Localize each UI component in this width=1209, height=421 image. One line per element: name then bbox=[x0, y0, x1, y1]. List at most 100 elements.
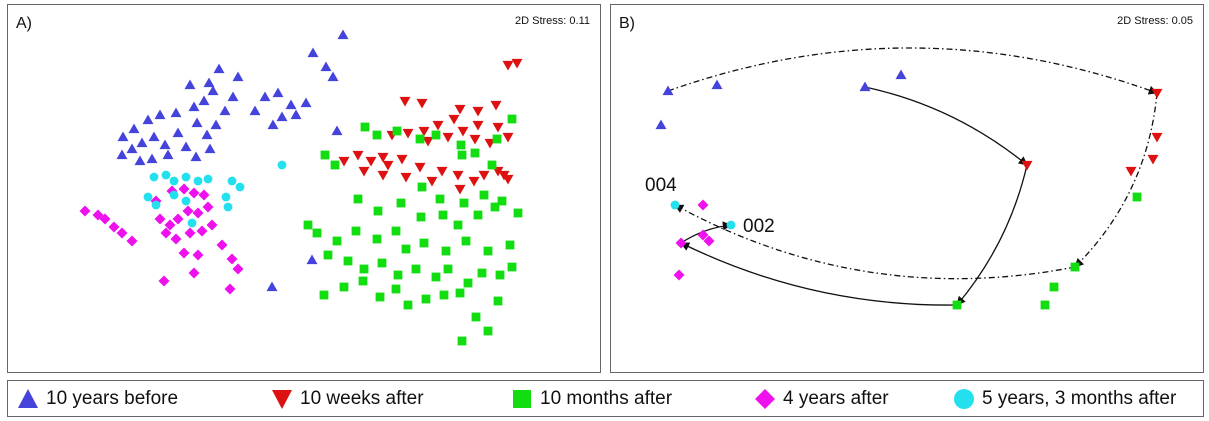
data-point-triangle-up bbox=[327, 71, 339, 82]
data-point-triangle-up bbox=[191, 117, 203, 128]
trajectory-arrow bbox=[864, 86, 1028, 166]
data-point-triangle-up bbox=[249, 105, 261, 116]
data-point-square bbox=[401, 244, 411, 254]
data-point-triangle-down bbox=[472, 106, 484, 117]
data-point-circle bbox=[223, 202, 233, 212]
scatter-plot-b: 004 002 bbox=[645, 47, 1163, 310]
data-point-square bbox=[497, 196, 507, 206]
data-point-triangle-up bbox=[662, 85, 674, 96]
data-point-circle bbox=[143, 192, 153, 202]
point-label: 004 bbox=[645, 175, 677, 196]
data-point-triangle-down bbox=[468, 176, 480, 187]
data-point-diamond bbox=[673, 269, 685, 281]
data-point-triangle-down bbox=[1151, 88, 1163, 99]
data-point-diamond bbox=[172, 213, 184, 225]
nmds-panel-a: A) 2D Stress: 0.11 bbox=[7, 4, 601, 373]
data-point-square bbox=[419, 238, 429, 248]
data-point-square bbox=[483, 326, 493, 336]
data-point-square bbox=[470, 148, 480, 158]
data-point-triangle-up bbox=[148, 131, 160, 142]
data-point-square bbox=[1070, 262, 1080, 272]
data-point-square bbox=[463, 278, 473, 288]
data-point-square bbox=[403, 300, 413, 310]
data-point-triangle-up bbox=[290, 109, 302, 120]
data-point-square bbox=[372, 130, 382, 140]
data-point-square bbox=[359, 264, 369, 274]
data-point-triangle-up bbox=[219, 105, 231, 116]
data-point-circle bbox=[181, 196, 191, 206]
data-point-diamond bbox=[697, 199, 709, 211]
data-point-triangle-up bbox=[306, 254, 318, 265]
data-point-square bbox=[358, 276, 368, 286]
trajectory-arrow bbox=[674, 204, 1076, 280]
data-point-triangle-down bbox=[358, 166, 370, 177]
data-point-diamond bbox=[216, 239, 228, 251]
data-point-square bbox=[513, 208, 523, 218]
data-point-square bbox=[353, 194, 363, 204]
data-point-triangle-up bbox=[117, 131, 129, 142]
data-point-square bbox=[320, 150, 330, 160]
data-point-triangle-down bbox=[377, 152, 389, 163]
data-point-triangle-down bbox=[502, 174, 514, 185]
data-point-triangle-up bbox=[331, 125, 343, 136]
data-point-square bbox=[339, 282, 349, 292]
data-point-triangle-down bbox=[454, 104, 466, 115]
data-point-triangle-down bbox=[352, 150, 364, 161]
data-point-triangle-down bbox=[382, 160, 394, 171]
data-point-square bbox=[431, 130, 441, 140]
data-point-square bbox=[473, 210, 483, 220]
data-point-square bbox=[490, 202, 500, 212]
data-point-triangle-up bbox=[190, 151, 202, 162]
data-point-triangle-down bbox=[478, 170, 490, 181]
data-point-square bbox=[417, 182, 427, 192]
data-point-triangle-up bbox=[136, 137, 148, 148]
data-point-square bbox=[471, 312, 481, 322]
data-point-square bbox=[319, 290, 329, 300]
data-point-square bbox=[351, 226, 361, 236]
data-point-square bbox=[377, 258, 387, 268]
data-point-circle bbox=[227, 176, 237, 186]
data-point-triangle-down bbox=[457, 126, 469, 137]
data-point-diamond bbox=[703, 235, 715, 247]
legend-item-4-years-after: 4 years after bbox=[753, 386, 889, 412]
data-point-diamond bbox=[99, 213, 111, 225]
data-point-diamond bbox=[192, 249, 204, 261]
data-point-triangle-up bbox=[134, 155, 146, 166]
data-point-triangle-down bbox=[454, 184, 466, 195]
data-point-triangle-down bbox=[448, 114, 460, 125]
data-point-diamond bbox=[198, 189, 210, 201]
data-point-circle bbox=[181, 172, 191, 182]
trajectory-arrow bbox=[667, 47, 1158, 95]
data-point-square bbox=[393, 270, 403, 280]
data-point-triangle-up bbox=[142, 114, 154, 125]
data-point-triangle-up bbox=[154, 109, 166, 120]
data-point-square bbox=[483, 246, 493, 256]
data-point-square bbox=[495, 270, 505, 280]
data-point-triangle-up bbox=[266, 281, 278, 292]
data-point-triangle-up bbox=[259, 91, 271, 102]
data-point-triangle-up bbox=[895, 69, 907, 80]
trajectory-arrow bbox=[1074, 92, 1158, 268]
data-point-square bbox=[479, 190, 489, 200]
data-point-square bbox=[457, 336, 467, 346]
data-point-square bbox=[952, 300, 962, 310]
data-point-square bbox=[1049, 282, 1059, 292]
data-point-triangle-up bbox=[116, 149, 128, 160]
data-point-square bbox=[375, 292, 385, 302]
data-point-triangle-down bbox=[469, 134, 481, 145]
data-point-triangle-down bbox=[452, 170, 464, 181]
data-point-diamond bbox=[184, 227, 196, 239]
red-triangle-down-icon bbox=[272, 390, 292, 409]
data-point-square bbox=[477, 268, 487, 278]
data-point-square bbox=[391, 284, 401, 294]
magenta-diamond-icon bbox=[755, 389, 775, 409]
data-point-triangle-up bbox=[213, 63, 225, 74]
data-point-triangle-down bbox=[399, 96, 411, 107]
data-point-triangle-up bbox=[188, 101, 200, 112]
data-point-diamond bbox=[182, 205, 194, 217]
data-point-triangle-down bbox=[1125, 166, 1137, 177]
data-point-diamond bbox=[108, 221, 120, 233]
data-point-triangle-up bbox=[207, 85, 219, 96]
blue-triangle-up-icon bbox=[18, 389, 38, 408]
data-point-diamond bbox=[192, 207, 204, 219]
